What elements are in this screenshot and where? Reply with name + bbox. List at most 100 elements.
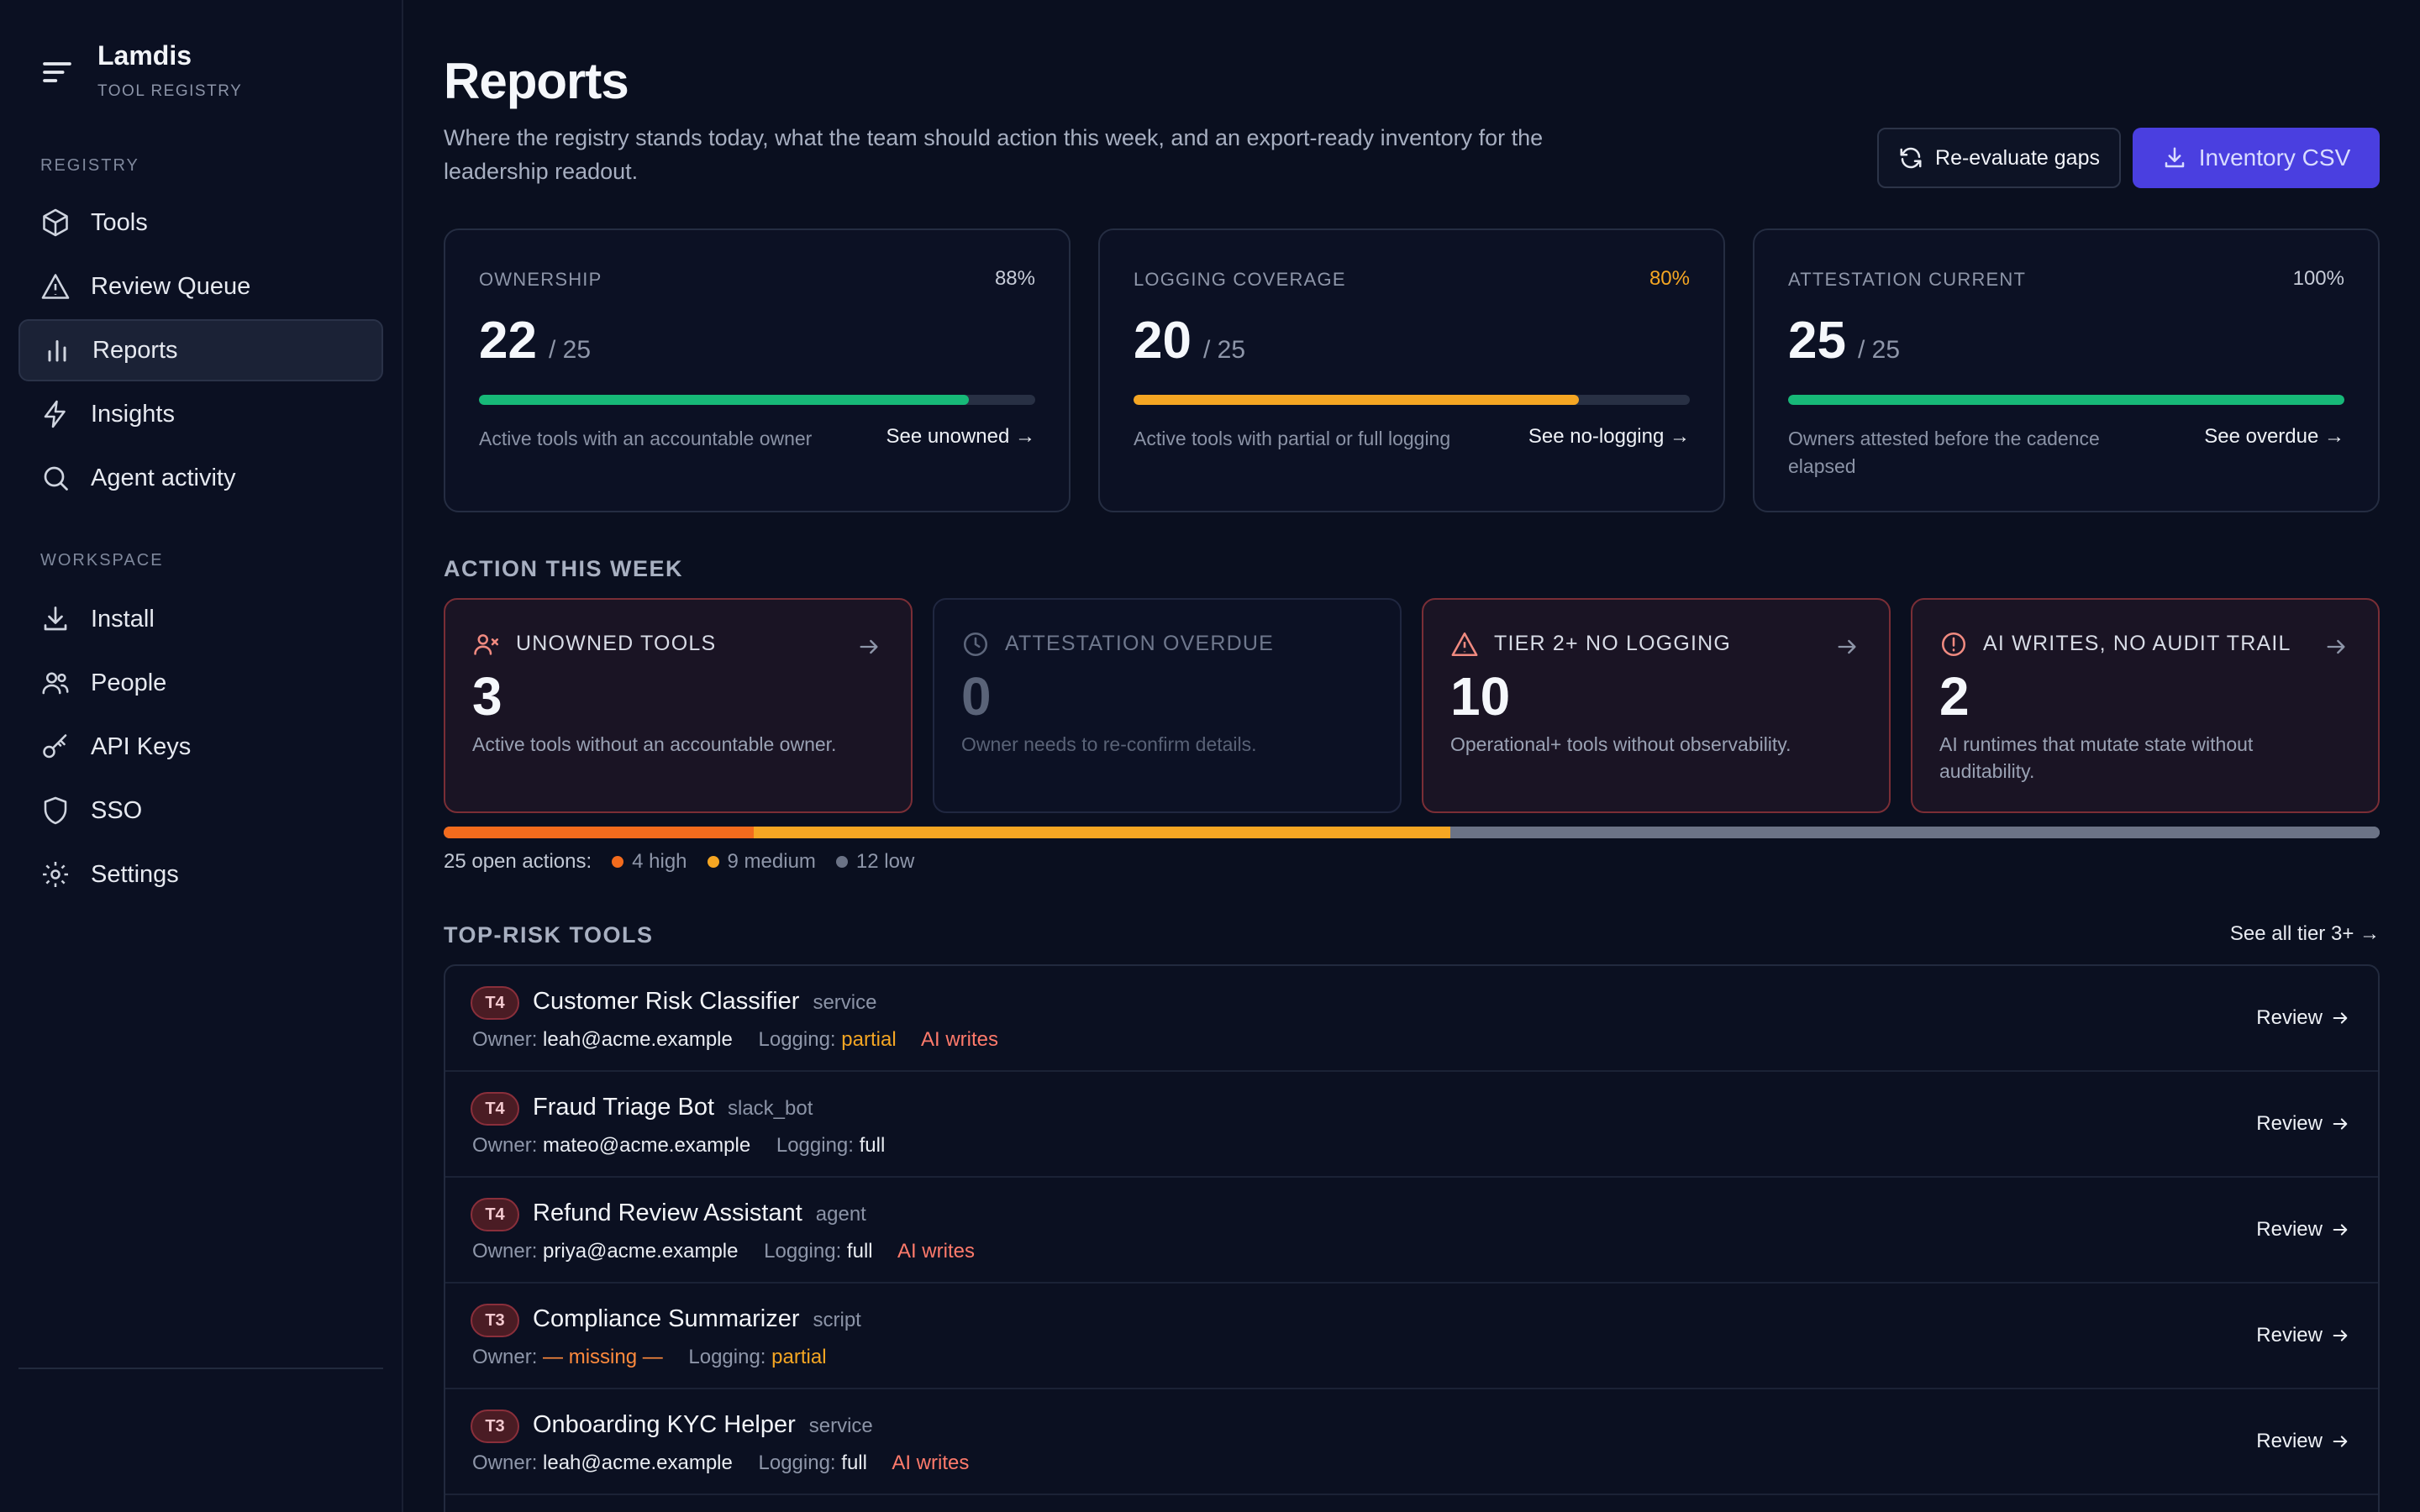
sidebar-item-insights[interactable]: Insights <box>18 383 383 445</box>
page-title: Reports <box>444 53 629 109</box>
action-description: Active tools without an accountable owne… <box>472 733 837 755</box>
see-all-tier3-link[interactable]: See all tier 3+ → <box>2229 922 2380 945</box>
table-row[interactable]: T3 Onboarding KYC Helper service Owner: l… <box>445 1389 2378 1495</box>
warning-triangle-icon <box>1451 632 1478 657</box>
sidebar-item-label: Reports <box>92 336 178 364</box>
sidebar-item-tools[interactable]: Tools <box>18 192 383 254</box>
logging-value: partial <box>771 1346 827 1368</box>
see-no-logging-link[interactable]: See no-logging → <box>1528 425 1690 448</box>
logging-label: Logging: <box>764 1240 842 1263</box>
owner-value: mateo@acme.example <box>543 1134 751 1157</box>
table-row[interactable]: T4 Fraud Triage Bot slack_bot Owner: mate… <box>445 1072 2378 1178</box>
gear-icon <box>43 862 68 887</box>
sidebar-item-reports[interactable]: Reports <box>18 319 383 381</box>
action-description: AI runtimes that mutate state without au… <box>1939 733 2254 782</box>
workspace-section-label: WORKSPACE <box>40 551 164 570</box>
tool-type: slack_bot <box>728 1097 813 1120</box>
review-button[interactable]: Review <box>2256 1430 2349 1453</box>
action-label: UNOWNED TOOLS <box>516 632 717 655</box>
action-card-ai-writes-no-audit[interactable]: AI WRITES, NO AUDIT TRAIL 2 AI runtimes … <box>1911 598 2380 813</box>
table-row[interactable]: T4 Customer Risk Classifier service Owner… <box>445 966 2378 1072</box>
metric-description: Owners attested before the cadence elaps… <box>1788 428 2100 477</box>
owner-label: Owner: <box>472 1028 538 1051</box>
review-button[interactable]: Review <box>2256 1324 2349 1347</box>
table-row[interactable]: T4 Refund Review Assistant agent Owner: p… <box>445 1178 2378 1284</box>
review-button[interactable]: Review <box>2256 1006 2349 1030</box>
sidebar-item-sso[interactable]: SSO <box>18 780 383 842</box>
open-actions-legend: 25 open actions: 4 high 9 medium 12 low <box>444 850 914 874</box>
tool-name: Compliance Summarizer <box>533 1305 800 1332</box>
ai-writes-flag: AI writes <box>897 1240 975 1263</box>
metric-progress-fill <box>1134 395 1579 405</box>
review-button[interactable]: Review <box>2256 1112 2349 1136</box>
tool-type: service <box>813 991 877 1014</box>
metric-percent: 80% <box>1649 267 1690 290</box>
sidebar-item-label: Agent activity <box>91 464 236 491</box>
tool-name: Onboarding KYC Helper <box>533 1411 796 1438</box>
metric-label: LOGGING COVERAGE <box>1134 269 1346 290</box>
alert-circle-icon <box>1941 632 1966 657</box>
action-card-tier2-no-logging[interactable]: TIER 2+ NO LOGGING 10 Operational+ tools… <box>1422 598 1891 813</box>
sidebar-item-label: SSO <box>91 796 143 824</box>
metric-percent: 100% <box>2292 267 2344 290</box>
review-label: Review <box>2256 1218 2323 1241</box>
reevaluate-gaps-label: Re-evaluate gaps <box>1935 145 2100 170</box>
top-risk-section-title: TOP-RISK TOOLS <box>444 922 654 948</box>
inventory-csv-button[interactable]: Inventory CSV <box>2133 128 2380 188</box>
metric-progress-bar <box>1788 395 2344 405</box>
sidebar-item-settings[interactable]: Settings <box>18 843 383 906</box>
bar-chart-icon <box>48 340 66 362</box>
reevaluate-gaps-button[interactable]: Re-evaluate gaps <box>1877 128 2121 188</box>
metric-card-logging-coverage: LOGGING COVERAGE 80% 20 / 25 Active tools… <box>1098 228 1725 512</box>
lightning-icon <box>44 400 66 428</box>
metric-value: 22 / 25 <box>479 311 591 370</box>
metric-progress-bar <box>1134 395 1690 405</box>
download-icon <box>2165 147 2184 168</box>
tier-badge: T3 <box>471 1410 519 1443</box>
review-button[interactable]: Review <box>2256 1218 2349 1242</box>
sidebar-item-people[interactable]: People <box>18 652 383 714</box>
sidebar-item-label: Settings <box>91 860 179 888</box>
metric-value: 25 / 25 <box>1788 311 1900 370</box>
shield-icon <box>44 796 67 825</box>
arrow-right-icon <box>2333 1224 2348 1236</box>
owner-label: Owner: <box>472 1346 538 1368</box>
registry-section-label: REGISTRY <box>40 156 139 175</box>
metric-count: 20 <box>1134 312 1192 370</box>
sidebar-item-install[interactable]: Install <box>18 588 383 650</box>
sidebar-item-agent-activity[interactable]: Agent activity <box>18 447 383 509</box>
table-row[interactable]: T3 Compliance Summarizer script Owner: — … <box>445 1284 2378 1389</box>
open-actions-low-segment <box>1450 827 2380 838</box>
sidebar-item-api-keys[interactable]: API Keys <box>18 716 383 778</box>
medium-dot <box>707 856 719 868</box>
see-unowned-link[interactable]: See unowned → <box>886 425 1035 448</box>
action-card-attestation-overdue[interactable]: ATTESTATION OVERDUE 0 Owner needs to re-… <box>933 598 1402 813</box>
logging-value: full <box>846 1240 873 1263</box>
logging-label: Logging: <box>758 1452 836 1474</box>
see-overdue-link[interactable]: See overdue → <box>2204 425 2344 448</box>
logging-label: Logging: <box>758 1028 836 1051</box>
metric-label: OWNERSHIP <box>479 269 602 290</box>
cube-icon <box>43 208 68 237</box>
logging-value: partial <box>841 1028 897 1051</box>
open-actions-medium-segment <box>753 827 1451 838</box>
tool-meta: Owner: priya@acme.example Logging: full … <box>472 1240 975 1263</box>
tool-name: Refund Review Assistant <box>533 1200 802 1226</box>
menu-icon[interactable] <box>40 55 74 89</box>
arrow-right-icon <box>2327 639 2345 654</box>
download-icon <box>44 606 67 631</box>
metric-label: ATTESTATION CURRENT <box>1788 269 2027 290</box>
metric-card-attestation-current: ATTESTATION CURRENT 100% 25 / 25 Owners a… <box>1753 228 2380 512</box>
action-card-unowned-tools[interactable]: UNOWNED TOOLS 3 Active tools without an … <box>444 598 913 813</box>
owner-value: — missing — <box>543 1346 663 1368</box>
open-actions-bar <box>444 827 2380 838</box>
tool-type: agent <box>815 1203 866 1226</box>
sidebar-item-review-queue[interactable]: Review Queue <box>18 255 383 318</box>
metric-progress-fill <box>1788 395 2344 405</box>
metric-total: / 25 <box>548 336 592 364</box>
owner-value: leah@acme.example <box>543 1452 733 1474</box>
review-label: Review <box>2256 1006 2323 1029</box>
action-count: 10 <box>1450 666 1511 727</box>
metric-total: / 25 <box>1857 336 1901 364</box>
tier-badge: T4 <box>471 1198 519 1231</box>
